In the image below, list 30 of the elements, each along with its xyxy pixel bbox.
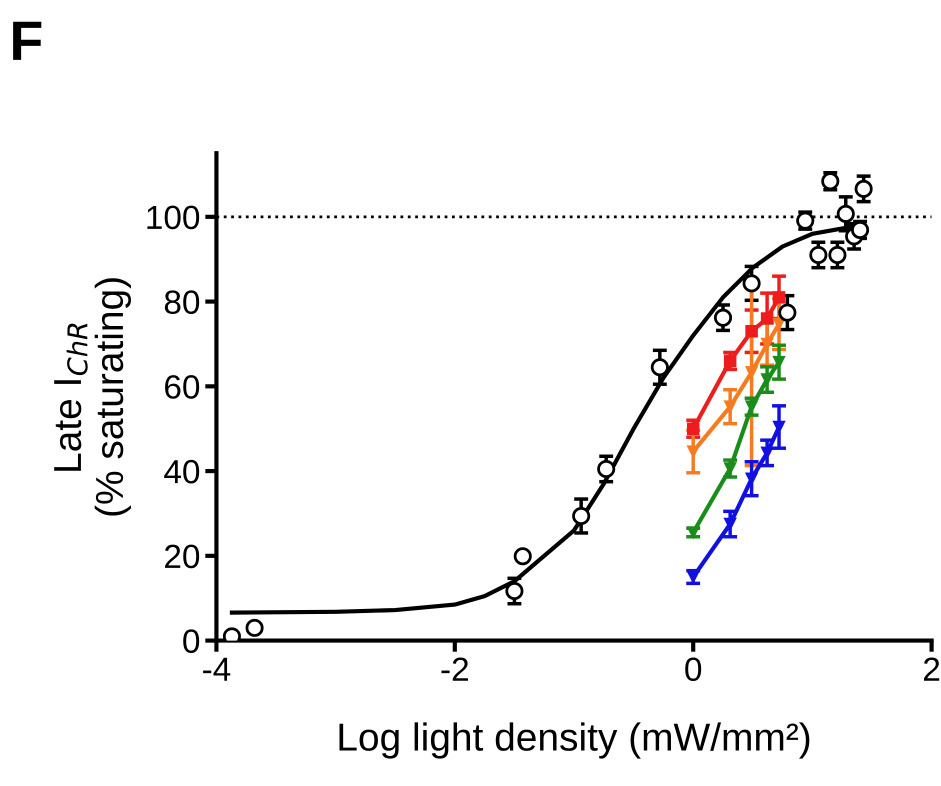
point: [597, 460, 616, 478]
point: [745, 324, 758, 338]
y-tick-label: 100: [147, 206, 200, 230]
x-axis-title: Log light density (mW/mm²): [340, 722, 810, 759]
point: [854, 180, 873, 198]
x-tick-label: -4: [203, 658, 230, 681]
point: [505, 582, 524, 600]
x-tick-label: -2: [441, 657, 468, 681]
x-tick-label: 2: [924, 657, 940, 681]
point: [650, 358, 669, 376]
point: [809, 246, 828, 264]
x-tick-label: 0: [685, 657, 702, 682]
y-tick-label: 60: [165, 375, 200, 399]
y-tick-label: 20: [165, 544, 200, 568]
point: [778, 304, 796, 322]
point: [724, 354, 736, 368]
point: [828, 246, 846, 264]
point: [714, 308, 732, 327]
point: [514, 547, 532, 566]
point: [572, 506, 590, 526]
point: [686, 422, 700, 435]
y-axis-title: Late I$_{ChR}$ (% saturating): [54, 278, 131, 516]
y-tick-label: 0: [183, 629, 200, 653]
point: [772, 291, 786, 304]
chart-title: F: [13, 22, 42, 60]
y-tick-label: 40: [164, 460, 200, 484]
y-tick-label: 80: [164, 290, 200, 314]
point: [742, 274, 761, 292]
point: [246, 618, 264, 637]
point: [836, 204, 855, 223]
